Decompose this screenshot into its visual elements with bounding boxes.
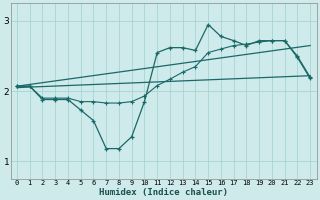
X-axis label: Humidex (Indice chaleur): Humidex (Indice chaleur): [99, 188, 228, 197]
